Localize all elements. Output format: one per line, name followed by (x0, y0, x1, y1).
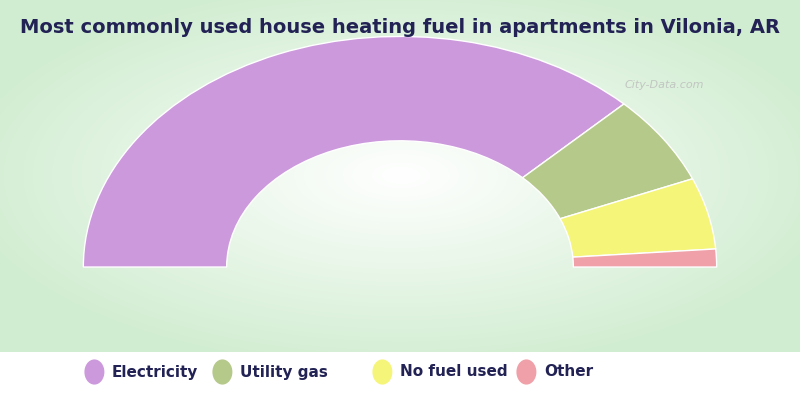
Wedge shape (560, 179, 716, 257)
Text: No fuel used: No fuel used (400, 364, 508, 380)
Wedge shape (83, 36, 624, 267)
Text: Utility gas: Utility gas (240, 364, 328, 380)
Text: Most commonly used house heating fuel in apartments in Vilonia, AR: Most commonly used house heating fuel in… (20, 18, 780, 37)
Text: Electricity: Electricity (112, 364, 198, 380)
Text: City-Data.com: City-Data.com (625, 80, 704, 90)
Ellipse shape (517, 359, 536, 385)
Wedge shape (573, 249, 717, 267)
Ellipse shape (212, 359, 232, 385)
Ellipse shape (372, 359, 392, 385)
Text: Other: Other (544, 364, 593, 380)
Ellipse shape (85, 359, 105, 385)
Wedge shape (522, 104, 693, 219)
